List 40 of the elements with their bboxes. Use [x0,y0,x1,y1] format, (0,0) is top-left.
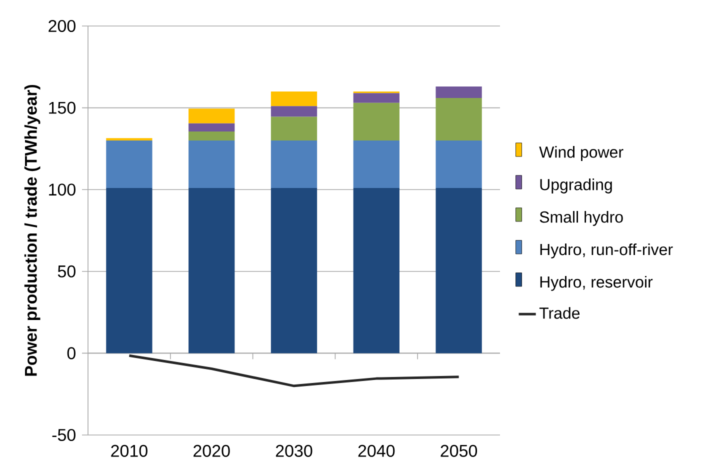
x-tick-label: 2050 [440,444,478,457]
bar [353,102,400,141]
bar [270,91,318,106]
y-tick-label: 150 [49,102,76,114]
legend-label: Small hydro [540,210,623,226]
y-tick-label: 50 [58,265,76,278]
bar [188,188,235,354]
y-tick-label: -50 [52,428,76,442]
bar [436,86,482,98]
bar [436,140,482,188]
y-tick-label: 0 [67,347,76,360]
legend-label: Upgrading [540,178,612,194]
y-tick-label: 200 [48,20,76,32]
bar [106,140,152,188]
x-tick-label: 2030 [276,444,312,457]
bar [270,140,318,188]
legend-label: Hydro, run-off-river [540,243,673,258]
x-tick-label: 2010 [111,444,148,457]
bar [353,188,400,354]
bar [353,140,400,188]
bar [353,93,400,103]
legend-label: Wind power [539,146,624,161]
bar [188,140,235,188]
legend-label: Hydro, reservoir [540,276,653,291]
y-axis-title: Power production / trade (TWh/year) [24,84,40,376]
bar [270,188,318,354]
line-series [128,354,460,388]
y-tick-label: 100 [49,184,76,196]
x-tick-label: 2040 [358,444,395,457]
bar [436,188,482,354]
bar [106,138,152,141]
legend-label: Trade [539,307,580,319]
bar [270,116,318,141]
bar [436,98,482,141]
bar [270,106,318,117]
bar [106,188,152,354]
bar [188,108,235,124]
bar [188,123,235,132]
bar [188,132,235,141]
x-tick-label: 2020 [194,444,230,457]
